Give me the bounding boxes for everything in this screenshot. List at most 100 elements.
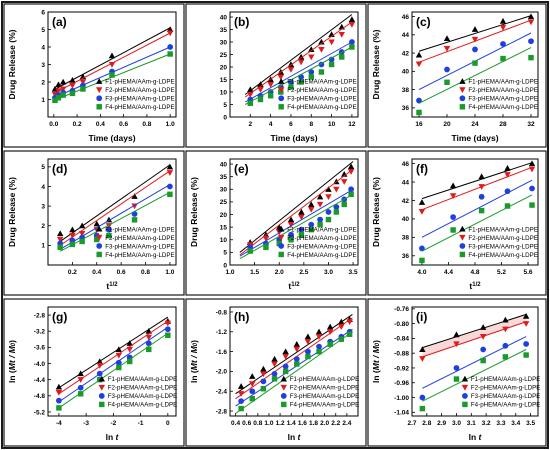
data-point bbox=[416, 109, 422, 116]
data-point bbox=[333, 186, 340, 193]
legend-marker bbox=[96, 87, 103, 93]
y-tick-label: -0.88 bbox=[394, 350, 409, 357]
y-tick-label: -4.8 bbox=[34, 393, 46, 400]
chart-panel-d: 0.2 0.4 0.6 0.8 1.0 1 2 3 4 5 t1/2 Drug Release (%)… bbox=[3, 150, 185, 296]
y-tick-label: 15 bbox=[220, 77, 228, 84]
data-point bbox=[79, 79, 87, 86]
y-axis-label: Drug Release (%) bbox=[371, 177, 381, 247]
data-point bbox=[415, 51, 423, 58]
data-point bbox=[282, 368, 289, 375]
data-point bbox=[69, 232, 76, 239]
legend-label: F2-pHEMA/AAm-g-LDPE bbox=[287, 87, 356, 94]
data-point bbox=[418, 208, 426, 215]
panel-frame bbox=[185, 3, 367, 148]
legend-marker bbox=[462, 393, 468, 399]
data-point bbox=[316, 193, 324, 200]
x-axis-label: t1/2 bbox=[288, 281, 300, 291]
panel-frame bbox=[185, 150, 367, 296]
data-point bbox=[167, 191, 173, 198]
fit-line bbox=[422, 336, 527, 389]
data-point bbox=[260, 365, 267, 372]
legend-label: F4-pHEMA/AAm-g-LDPE bbox=[108, 402, 177, 409]
data-point bbox=[260, 378, 267, 385]
data-point bbox=[328, 39, 335, 46]
y-tick-label: 15 bbox=[220, 224, 228, 231]
series-4 bbox=[52, 51, 173, 104]
y-tick-label: -0.92 bbox=[394, 365, 409, 372]
legend-marker bbox=[98, 393, 105, 399]
data-point bbox=[69, 241, 76, 248]
data-point bbox=[471, 26, 479, 32]
y-tick-label: 36 bbox=[402, 253, 410, 260]
data-point bbox=[504, 172, 511, 178]
legend-marker bbox=[459, 225, 466, 232]
x-tick-label: 3.0 bbox=[452, 420, 461, 427]
data-point bbox=[166, 30, 174, 37]
y-axis-label: Drug Release (%) bbox=[7, 177, 17, 247]
fit-line bbox=[239, 193, 354, 260]
legend-marker bbox=[280, 375, 287, 382]
y-tick-label: 5 bbox=[41, 27, 45, 34]
data-point bbox=[247, 248, 253, 254]
series-1 bbox=[419, 313, 530, 353]
y-tick-label: -2.4 bbox=[216, 389, 228, 396]
fit-line bbox=[239, 168, 354, 256]
data-point bbox=[502, 316, 509, 323]
x-tick-label: 16 bbox=[415, 121, 423, 128]
x-tick-label: 1.8 bbox=[309, 420, 318, 427]
plot-area bbox=[411, 306, 539, 417]
data-point bbox=[348, 16, 356, 23]
data-point bbox=[131, 193, 138, 199]
data-point bbox=[316, 343, 322, 350]
series-2 bbox=[415, 19, 535, 68]
series-4 bbox=[57, 191, 173, 252]
data-point bbox=[237, 383, 245, 389]
x-tick-label: 10 bbox=[328, 121, 336, 128]
legend-marker bbox=[459, 104, 466, 110]
panel-label: (i) bbox=[416, 310, 427, 324]
x-tick-label: 3.2 bbox=[482, 420, 491, 427]
data-point bbox=[315, 334, 323, 340]
data-point bbox=[297, 53, 305, 60]
x-tick-label: 0.6 bbox=[242, 420, 251, 427]
series-2 bbox=[419, 321, 530, 362]
data-point bbox=[277, 74, 284, 81]
data-point bbox=[528, 54, 534, 61]
data-point bbox=[298, 226, 305, 233]
fit-line bbox=[239, 161, 354, 253]
data-point bbox=[59, 86, 67, 93]
x-tick-label: 5.2 bbox=[497, 269, 506, 276]
x-tick-label: 5.6 bbox=[524, 269, 533, 276]
data-point bbox=[316, 201, 324, 208]
data-point bbox=[304, 339, 312, 345]
y-tick-label: 20 bbox=[220, 64, 228, 71]
y-tick-label: -3.6 bbox=[34, 345, 46, 352]
data-point bbox=[59, 78, 67, 85]
y-tick-label: 3 bbox=[41, 62, 45, 69]
legend-label: F4-pHEMA/AAm-g-LDPE bbox=[468, 252, 537, 259]
y-tick-label: 30 bbox=[220, 39, 228, 46]
data-point bbox=[267, 93, 274, 99]
data-point bbox=[108, 61, 116, 68]
x-tick-label: 2 bbox=[249, 121, 253, 128]
panel-label: (h) bbox=[234, 310, 249, 324]
legend-marker bbox=[459, 234, 466, 241]
y-tick-label: 46 bbox=[402, 161, 410, 168]
data-point bbox=[79, 238, 85, 245]
data-point bbox=[453, 331, 460, 338]
data-point bbox=[308, 226, 314, 233]
legend-label: F1-pHEMA/AAm-g-LDPE bbox=[105, 226, 174, 233]
panel-frame bbox=[3, 150, 185, 296]
data-point bbox=[415, 61, 423, 68]
data-point bbox=[419, 245, 425, 252]
y-tick-label: 35 bbox=[220, 174, 228, 181]
y-tick-label: -1.2 bbox=[216, 329, 228, 336]
data-point bbox=[80, 86, 86, 92]
x-tick-label: 2.7 bbox=[407, 420, 416, 427]
y-tick-label: 40 bbox=[220, 14, 228, 21]
y-tick-label: 5 bbox=[223, 102, 227, 109]
legend-marker bbox=[98, 375, 105, 382]
x-tick-label: 1.4 bbox=[287, 420, 296, 427]
fit-line bbox=[245, 46, 353, 105]
